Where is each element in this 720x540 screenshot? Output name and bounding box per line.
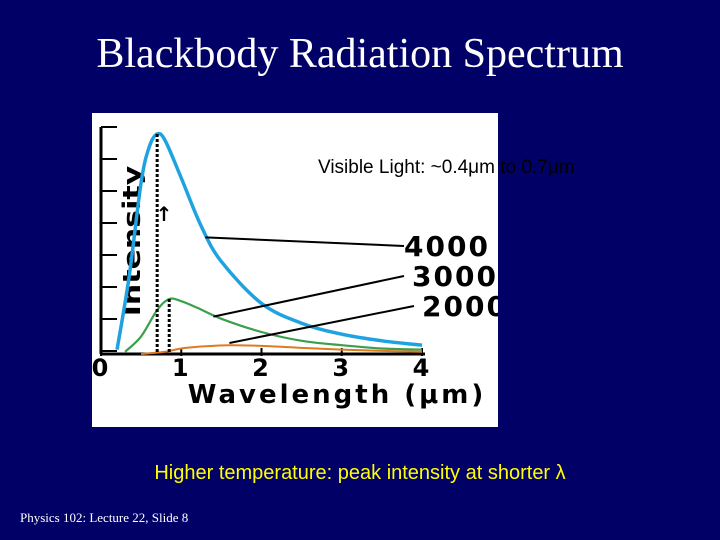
visible-light-annotation: Visible Light: ~0.4μm to 0.7μm: [318, 157, 575, 178]
legend-leader-line: [213, 275, 405, 318]
x-tick-label: 1: [172, 354, 189, 382]
x-axis-label: Wavelength (μm): [188, 380, 487, 410]
legend-leader-line: [205, 236, 405, 247]
curve-4000k: [115, 131, 423, 350]
slide-title: Blackbody Radiation Spectrum: [96, 31, 624, 77]
x-tick-label: 3: [332, 354, 349, 382]
legend-leader-line: [229, 305, 415, 344]
legend-label: 4000 K: [404, 230, 498, 263]
x-tick-label: 0: [92, 354, 108, 382]
slide-footer: Physics 102: Lecture 22, Slide 8: [20, 510, 189, 525]
x-tick-label: 4: [413, 354, 430, 382]
y-axis-arrow-icon: ↑: [156, 202, 173, 226]
curve-2000k: [141, 344, 423, 355]
caption: Higher temperature: peak intensity at sh…: [154, 462, 566, 484]
legend-label: 2000 K: [422, 290, 498, 323]
legend-label: 3000 K: [412, 260, 498, 293]
x-tick-label: 2: [252, 354, 269, 382]
